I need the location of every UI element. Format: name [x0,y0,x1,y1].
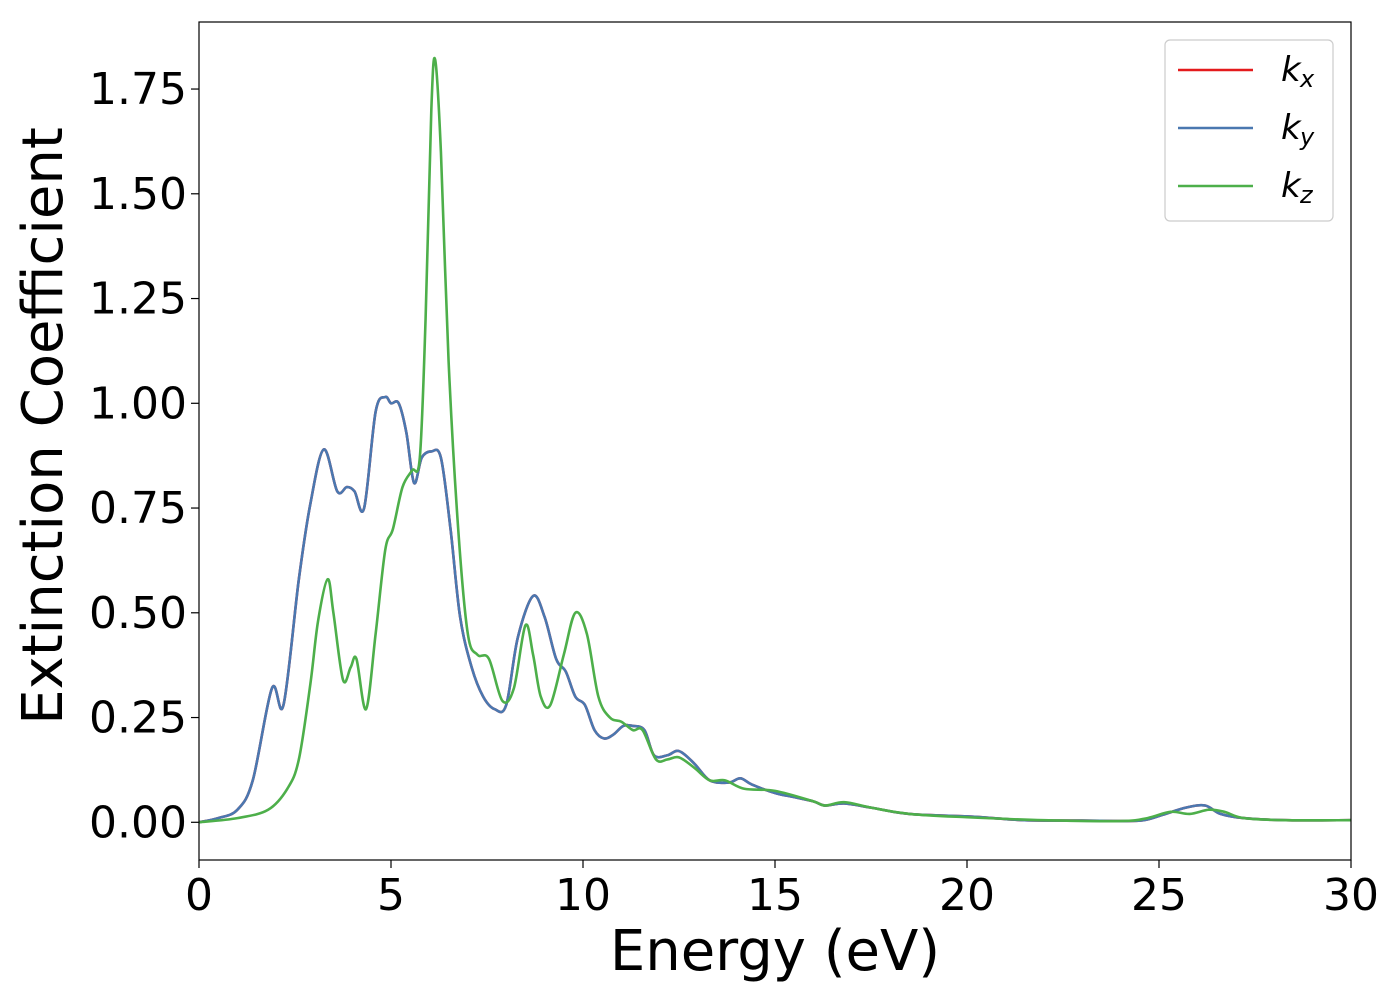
x-tick-label: 20 [939,870,995,921]
legend-label-y: k [1281,108,1302,148]
y-axis-title: Extinction Coefficient [11,127,76,725]
y-tick-label: 1.50 [89,169,187,220]
x-tick-label: 15 [747,870,803,921]
legend-subscript-y: y [1299,123,1315,151]
y-tick-label: 1.00 [89,378,187,429]
y-tick-label: 0.75 [89,483,187,534]
x-tick-label: 10 [555,870,611,921]
y-tick-label: 0.25 [89,693,187,744]
x-axis-title: Energy (eV) [610,919,940,984]
legend-box [1164,39,1334,222]
legend-subscript-z: z [1299,181,1314,209]
legend: k xk yk z [1164,39,1334,222]
legend-subscript-x: x [1299,65,1315,93]
y-axis: 0.00 0.25 0.50 0.75 1.00 1.25 1.50 1.75 [89,64,199,848]
legend-label-x: k [1281,50,1302,90]
series-line-z [199,56,1351,824]
series-layer [199,56,1351,824]
x-tick-label: 25 [1131,870,1187,921]
x-tick-label: 30 [1323,870,1379,921]
x-axis: 0 5 10 15 20 25 30 [185,860,1379,921]
y-tick-label: 1.25 [89,274,187,325]
y-tick-label: 1.75 [89,64,187,115]
y-tick-label: 0.00 [89,797,187,848]
x-tick-label: 5 [377,870,405,921]
legend-label-z: k [1281,166,1302,206]
x-tick-label: 0 [185,870,213,921]
y-tick-label: 0.50 [89,588,187,639]
